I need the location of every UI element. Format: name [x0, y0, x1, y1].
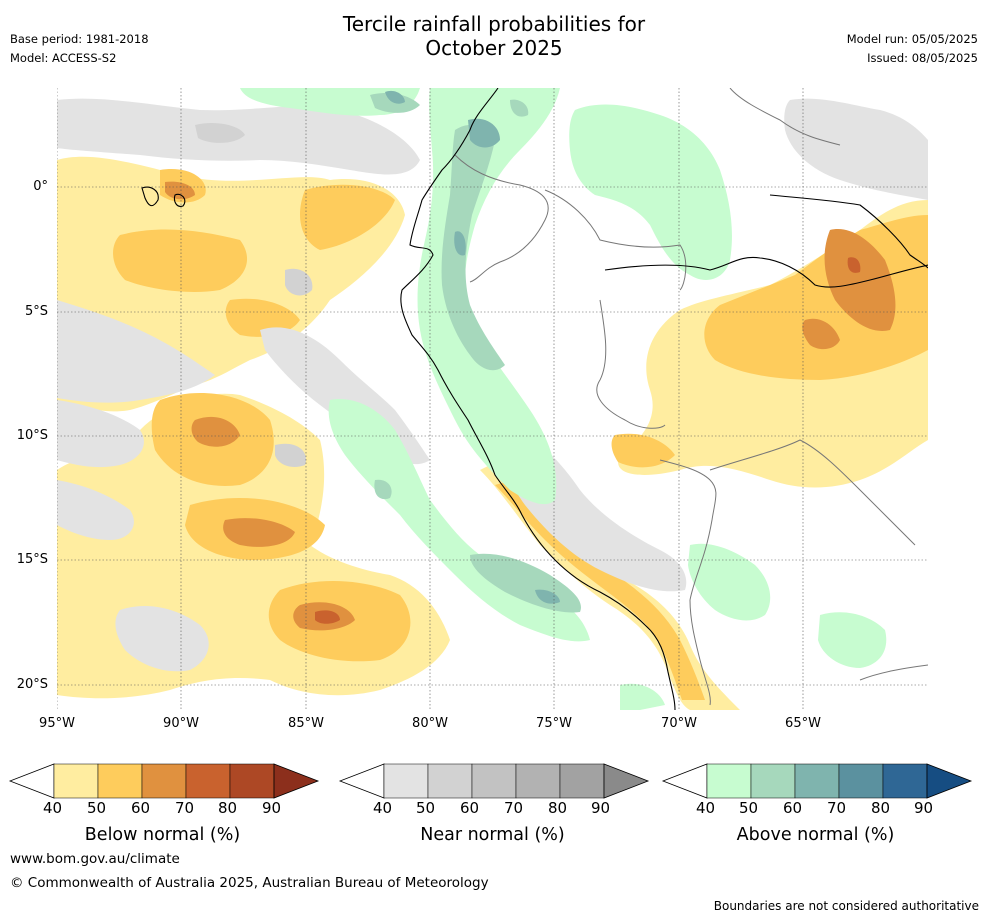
map-field	[57, 88, 928, 710]
cb-near-tick-70: 70	[504, 799, 524, 817]
colorbar-segment	[97, 763, 143, 799]
colorbars	[8, 763, 973, 799]
lon-label-80w: 80°W	[412, 716, 448, 731]
colorbar-arrow-right	[603, 763, 650, 799]
above-50-andes	[370, 93, 581, 613]
colorbar-near-title: Near normal (%)	[420, 825, 565, 845]
lat-label-10s: 10°S	[16, 428, 48, 443]
lon-label-85w: 85°W	[288, 716, 324, 731]
cb-below-tick-60: 60	[131, 799, 151, 817]
colorbar-segment	[838, 763, 884, 799]
page-title: Tercile rainfall probabilities for Octob…	[0, 12, 988, 60]
colorbar-segment	[515, 763, 561, 799]
colorbar-segment	[229, 763, 275, 799]
cb-below-tick-50: 50	[87, 799, 107, 817]
colorbar-segment	[185, 763, 231, 799]
footer-disclaimer: Boundaries are not considered authoritat…	[713, 899, 979, 913]
title-line-2: October 2025	[425, 36, 563, 60]
colorbar-arrow-left	[661, 763, 708, 799]
lon-label-75w: 75°W	[536, 716, 572, 731]
lat-label-0: 0°	[33, 179, 48, 194]
colorbar-near	[338, 763, 650, 799]
cb-below-tick-90: 90	[262, 799, 282, 817]
colorbar-segment	[794, 763, 840, 799]
colorbar-below-title: Below normal (%)	[84, 825, 241, 845]
cb-below-tick-70: 70	[175, 799, 195, 817]
colorbar-segment	[559, 763, 605, 799]
colorbar-segment	[882, 763, 928, 799]
graticule	[57, 88, 928, 710]
above-normal-region-coastal-ocean	[328, 399, 590, 642]
colorbar-segment	[383, 763, 429, 799]
lon-label-65w: 65°W	[785, 716, 821, 731]
lon-label-90w: 90°W	[163, 716, 199, 731]
lat-label-20s: 20°S	[16, 677, 48, 692]
above-normal-region-amazon	[569, 104, 732, 280]
country-boundaries	[454, 88, 928, 706]
colorbar-segment	[53, 763, 99, 799]
base-period-text: Base period: 1981-2018	[10, 32, 149, 46]
cb-near-tick-40: 40	[373, 799, 393, 817]
model-run-text: Model run: 05/05/2025	[846, 32, 978, 46]
colorbar-segment	[471, 763, 517, 799]
cb-near-tick-90: 90	[591, 799, 611, 817]
below-50-west	[113, 169, 396, 337]
meta-left: Base period: 1981-2018 Model: ACCESS-S2	[10, 30, 149, 68]
colorbar-above	[661, 763, 973, 799]
cb-near-tick-80: 80	[548, 799, 568, 817]
above-normal-region-bolivia	[620, 543, 887, 710]
near-normal-region-east	[784, 98, 928, 200]
model-text: Model: ACCESS-S2	[10, 51, 117, 65]
near-normal-region-mid	[57, 300, 430, 465]
colorbar-segment	[706, 763, 752, 799]
colorbar-above-title: Above normal (%)	[736, 825, 895, 845]
cb-near-tick-60: 60	[460, 799, 480, 817]
cb-above-tick-70: 70	[827, 799, 847, 817]
colorbar-segment	[141, 763, 187, 799]
footer-copyright: © Commonwealth of Australia 2025, Austra…	[10, 875, 489, 891]
colorbar-arrow-right	[273, 763, 320, 799]
cb-below-tick-80: 80	[218, 799, 238, 817]
cb-above-tick-90: 90	[914, 799, 934, 817]
near-normal-region-west2	[57, 400, 209, 672]
cb-above-tick-80: 80	[871, 799, 891, 817]
cb-above-tick-40: 40	[696, 799, 716, 817]
cb-above-tick-60: 60	[783, 799, 803, 817]
below-50-coast	[495, 480, 705, 700]
colorbar-arrow-left	[8, 763, 55, 799]
colorbar-segment	[750, 763, 796, 799]
lat-label-15s: 15°S	[16, 552, 48, 567]
cb-near-tick-50: 50	[416, 799, 436, 817]
lon-label-70w: 70°W	[661, 716, 697, 731]
title-line-1: Tercile rainfall probabilities for	[342, 12, 646, 36]
meta-right: Model run: 05/05/2025 Issued: 08/05/2025	[847, 30, 978, 68]
cb-above-tick-50: 50	[739, 799, 759, 817]
colorbar-segment	[427, 763, 473, 799]
colorbar-arrow-right	[926, 763, 973, 799]
footer-url: www.bom.gov.au/climate	[10, 851, 180, 867]
colorbar-arrow-left	[338, 763, 385, 799]
lon-label-95w: 95°W	[39, 716, 75, 731]
lat-label-5s: 5°S	[24, 304, 48, 319]
coastline	[141, 88, 928, 710]
cb-below-tick-40: 40	[43, 799, 63, 817]
issued-text: Issued: 08/05/2025	[867, 51, 978, 65]
colorbar-below	[8, 763, 320, 799]
